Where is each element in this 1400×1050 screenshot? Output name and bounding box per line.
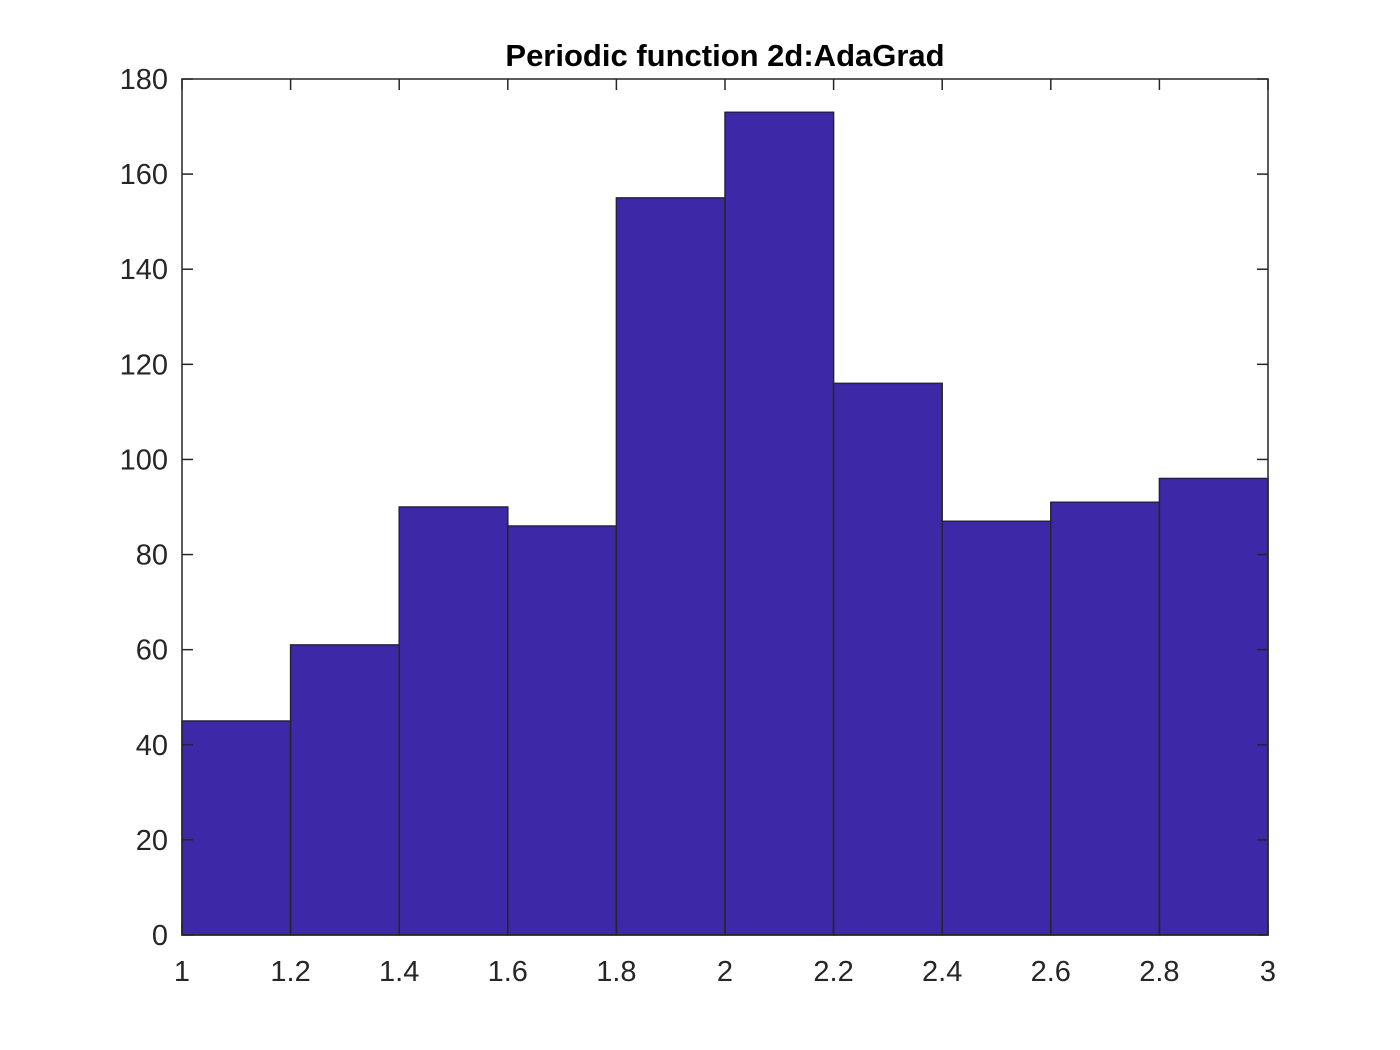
x-tick-label: 2.4 <box>922 956 962 988</box>
x-tick-label: 1.2 <box>270 956 310 988</box>
histogram-bar <box>615 197 726 936</box>
y-tick-label: 40 <box>136 730 168 762</box>
x-tick-label: 2.6 <box>1031 956 1071 988</box>
y-tick-label: 160 <box>120 159 168 191</box>
histogram-bar <box>941 520 1052 936</box>
histogram-bar <box>181 720 292 936</box>
x-tick-label: 1.8 <box>596 956 636 988</box>
histogram-bar <box>832 382 943 936</box>
y-tick-label: 180 <box>120 64 168 96</box>
y-tick-label: 0 <box>152 920 168 952</box>
y-tick-label: 80 <box>136 540 168 572</box>
x-tick-label: 2 <box>717 956 733 988</box>
y-tick-label: 140 <box>120 254 168 286</box>
axes-box <box>181 78 1269 936</box>
histogram-bar <box>398 506 509 936</box>
y-axis-ticks: 0 20 40 60 80 100 120 140 160 180 <box>120 64 1268 952</box>
y-tick-label: 120 <box>120 349 168 381</box>
y-tick-label: 60 <box>136 635 168 667</box>
histogram-bar <box>1050 501 1161 936</box>
histogram-bar <box>724 111 835 936</box>
y-tick-label: 20 <box>136 825 168 857</box>
histogram-bar <box>289 644 400 936</box>
y-tick-label: 100 <box>120 444 168 476</box>
x-tick-label: 3 <box>1260 956 1276 988</box>
histogram-bars <box>181 111 1269 936</box>
histogram-bar <box>507 525 618 936</box>
x-tick-label: 1.6 <box>488 956 528 988</box>
x-axis-ticks: 1 1.2 1.4 1.6 1.8 2 2.2 2.4 2.6 2.8 3 <box>174 79 1276 988</box>
chart-title: Periodic function 2d:AdaGrad <box>505 38 944 73</box>
histogram-bar <box>1158 477 1269 936</box>
x-tick-label: 2.2 <box>813 956 853 988</box>
x-tick-label: 2.8 <box>1139 956 1179 988</box>
x-tick-label: 1.4 <box>379 956 419 988</box>
x-tick-label: 1 <box>174 956 190 988</box>
